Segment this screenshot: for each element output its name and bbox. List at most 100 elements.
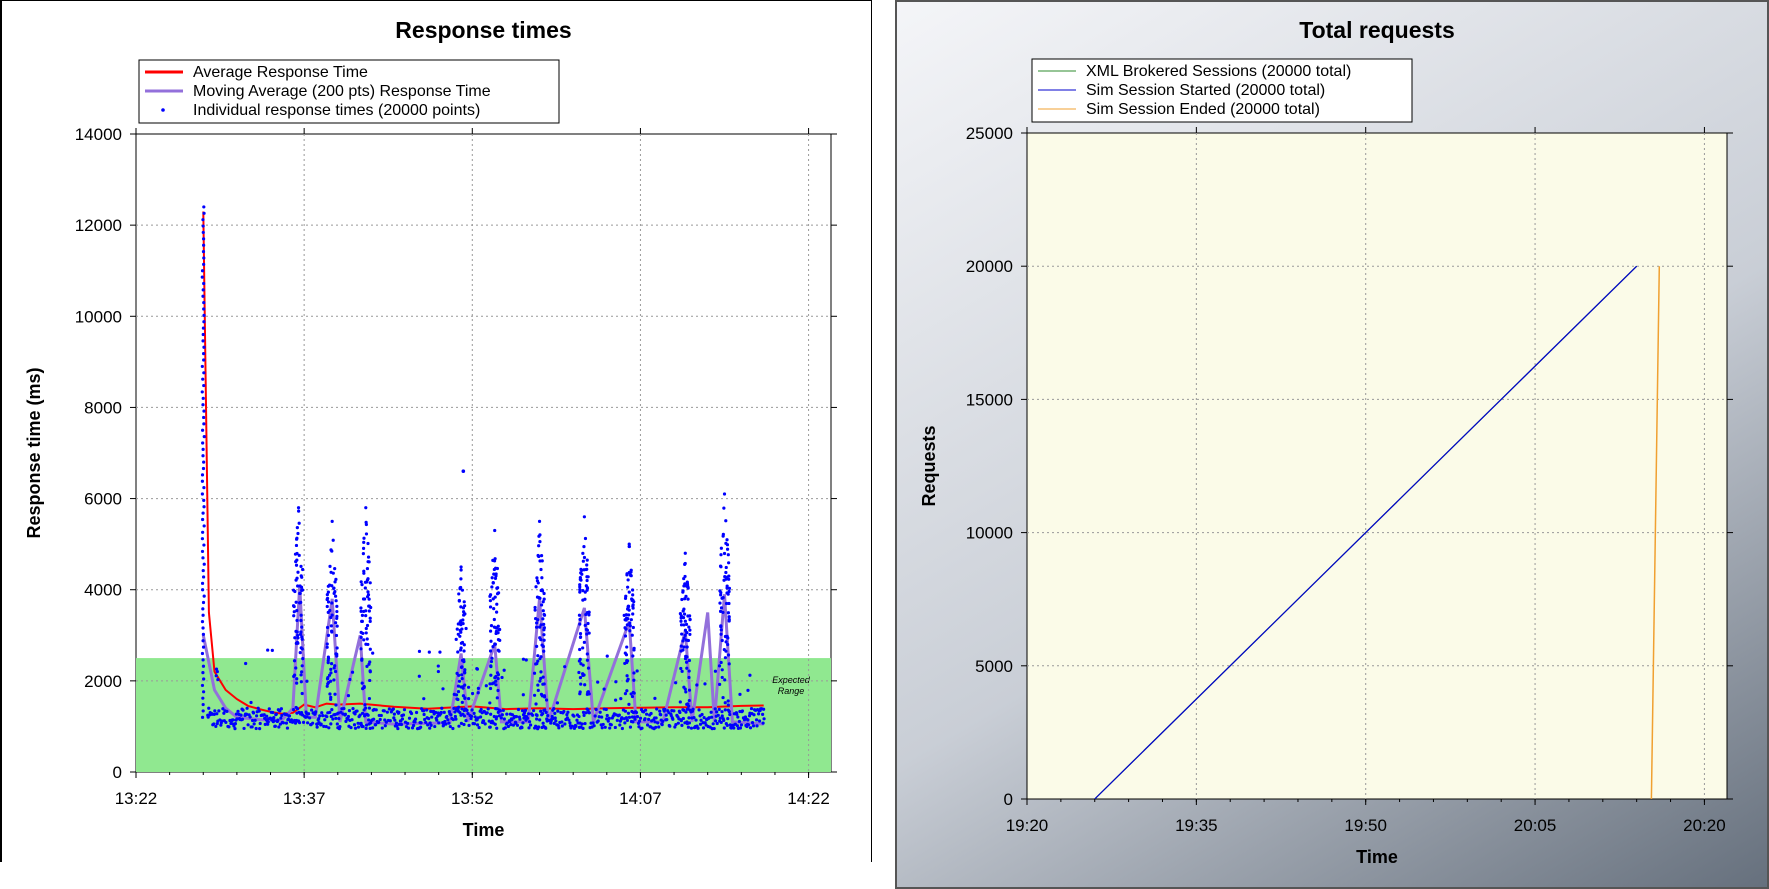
scatter-point (685, 630, 689, 635)
scatter-point (637, 719, 642, 723)
scatter-point (202, 358, 206, 362)
scatter-point (723, 656, 728, 660)
scatter-point (687, 698, 691, 703)
scatter-point (719, 628, 723, 632)
scatter-point (327, 673, 332, 677)
scatter-point (620, 726, 624, 731)
scatter-point (542, 633, 546, 637)
scatter-point (202, 498, 206, 502)
scatter-point (596, 680, 600, 684)
scatter-point (202, 301, 206, 305)
scatter-point (351, 706, 355, 711)
scatter-point (201, 664, 206, 668)
scatter-point (491, 644, 495, 649)
scatter-point (623, 721, 627, 725)
scatter-point (305, 715, 309, 719)
scatter-point (287, 714, 292, 718)
scatter-point (385, 710, 389, 714)
x-tick-label: 19:20 (1006, 816, 1049, 835)
scatter-point (464, 626, 468, 631)
scatter-point (536, 581, 540, 585)
scatter-point (367, 609, 371, 613)
scatter-point (493, 642, 497, 646)
scatter-point (301, 567, 305, 572)
scatter-point (584, 711, 588, 715)
x-axis-label: Time (463, 820, 505, 840)
scatter-point (625, 689, 629, 693)
scatter-point (493, 676, 497, 680)
scatter-point (757, 719, 762, 723)
scatter-point (582, 545, 586, 549)
scatter-point (361, 552, 365, 556)
scatter-point (527, 726, 531, 730)
scatter-point (422, 709, 426, 713)
scatter-point (619, 697, 623, 701)
scatter-point (201, 339, 205, 343)
scatter-point (295, 558, 299, 562)
scatter-point (477, 725, 481, 730)
scatter-point (200, 390, 204, 394)
scatter-point (539, 670, 543, 674)
scatter-point (541, 644, 545, 649)
scatter-point (433, 724, 437, 729)
scatter-point (202, 409, 206, 413)
scatter-point (623, 709, 628, 713)
scatter-point (298, 591, 302, 596)
scatter-point (362, 569, 366, 573)
scatter-point (231, 718, 235, 722)
scatter-point (364, 631, 368, 635)
x-tick-label: 19:35 (1175, 816, 1218, 835)
scatter-point (501, 708, 505, 713)
scatter-point (716, 713, 720, 717)
scatter-point (535, 621, 539, 625)
scatter-point (413, 720, 417, 724)
scatter-point (362, 638, 366, 642)
scatter-point (358, 713, 362, 717)
scatter-point (253, 718, 257, 722)
scatter-point (554, 719, 558, 723)
scatter-point (467, 697, 471, 701)
scatter-point (458, 648, 463, 652)
scatter-point (295, 677, 299, 681)
scatter-point (374, 708, 378, 712)
scatter-point (202, 543, 206, 547)
scatter-point (586, 666, 591, 670)
scatter-point (284, 721, 289, 725)
scatter-point (681, 609, 685, 613)
scatter-point (368, 616, 372, 620)
scatter-point (586, 708, 590, 712)
scatter-point (329, 570, 333, 574)
scatter-point (333, 621, 338, 625)
scatter-point (295, 618, 299, 623)
scatter-point (679, 719, 683, 723)
scatter-point (299, 630, 303, 634)
scatter-point (295, 609, 299, 613)
scatter-point (300, 664, 304, 668)
scatter-point (328, 679, 333, 683)
scatter-point (329, 714, 333, 719)
scatter-point (532, 708, 536, 713)
scatter-point (350, 718, 354, 722)
scatter-point (202, 575, 206, 579)
scatter-point (329, 615, 333, 620)
scatter-point (391, 707, 395, 711)
scatter-point (326, 658, 330, 663)
legend-label: XML Brokered Sessions (20000 total) (1086, 63, 1351, 80)
scatter-point (392, 712, 396, 716)
scatter-point (371, 726, 375, 730)
scatter-point (394, 721, 399, 725)
scatter-point (426, 723, 430, 727)
expected-range-label: Range (778, 686, 805, 696)
scatter-point (387, 707, 391, 711)
scatter-point (328, 692, 332, 696)
scatter-point (202, 313, 206, 317)
scatter-point (200, 581, 205, 585)
scatter-point (476, 686, 481, 690)
scatter-point (560, 724, 564, 728)
scatter-point (683, 619, 687, 623)
scatter-point (335, 604, 339, 608)
scatter-point (458, 587, 462, 591)
scatter-point (325, 592, 329, 597)
scatter-point (333, 590, 337, 594)
scatter-point (718, 601, 722, 605)
